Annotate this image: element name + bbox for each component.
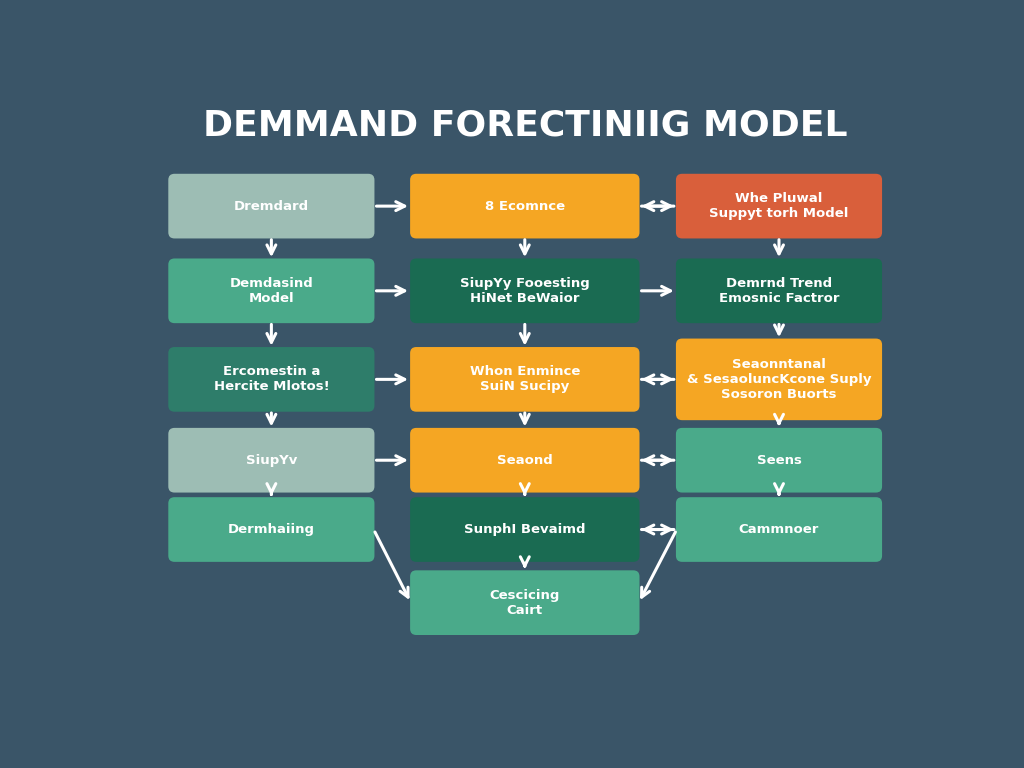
Text: Seaonntanal
& SesaoluncKcone Suply
Sosoron Buorts: Seaonntanal & SesaoluncKcone Suply Sosor… [687, 358, 871, 401]
FancyBboxPatch shape [410, 571, 640, 635]
FancyBboxPatch shape [168, 428, 375, 492]
Text: SunphI Bevaimd: SunphI Bevaimd [464, 523, 586, 536]
Text: Cescicing
Cairt: Cescicing Cairt [489, 588, 560, 617]
FancyBboxPatch shape [410, 497, 640, 562]
Text: Whon Enmince
SuiN Sucipy: Whon Enmince SuiN Sucipy [470, 366, 580, 393]
Text: Ercomestin a
Hercite Mlotos!: Ercomestin a Hercite Mlotos! [213, 366, 330, 393]
FancyBboxPatch shape [676, 339, 882, 420]
Text: 8 Ecomnce: 8 Ecomnce [484, 200, 565, 213]
Text: Dermhaiing: Dermhaiing [228, 523, 314, 536]
FancyBboxPatch shape [168, 174, 375, 238]
FancyBboxPatch shape [676, 174, 882, 238]
Text: Demdasind
Model: Demdasind Model [229, 276, 313, 305]
Text: Demrnd Trend
Emosnic Factror: Demrnd Trend Emosnic Factror [719, 276, 840, 305]
Text: Seens: Seens [757, 454, 802, 467]
FancyBboxPatch shape [676, 497, 882, 562]
Text: Dremdard: Dremdard [233, 200, 309, 213]
Text: Whe Pluwal
Suppyt torh Model: Whe Pluwal Suppyt torh Model [710, 192, 849, 220]
FancyBboxPatch shape [168, 347, 375, 412]
Text: SiupYy Fooesting
HiNet BeWaior: SiupYy Fooesting HiNet BeWaior [460, 276, 590, 305]
FancyBboxPatch shape [168, 259, 375, 323]
Text: Seaond: Seaond [497, 454, 553, 467]
FancyBboxPatch shape [410, 428, 640, 492]
FancyBboxPatch shape [168, 497, 375, 562]
FancyBboxPatch shape [410, 174, 640, 238]
Text: DEMMAND FORECTINIIG MODEL: DEMMAND FORECTINIIG MODEL [203, 108, 847, 142]
Text: SiupYv: SiupYv [246, 454, 297, 467]
Text: Cammnoer: Cammnoer [738, 523, 819, 536]
FancyBboxPatch shape [676, 428, 882, 492]
FancyBboxPatch shape [410, 347, 640, 412]
FancyBboxPatch shape [410, 259, 640, 323]
FancyBboxPatch shape [676, 259, 882, 323]
